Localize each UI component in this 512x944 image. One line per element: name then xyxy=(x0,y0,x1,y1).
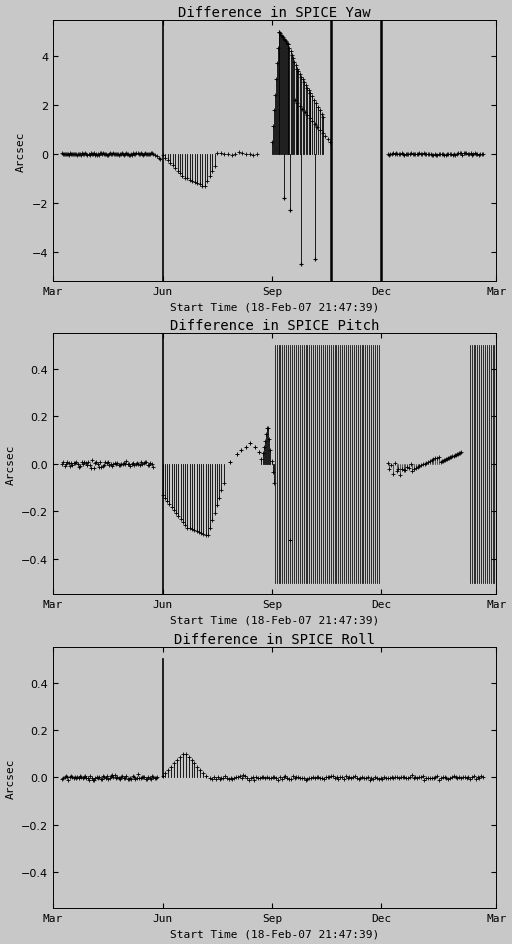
Y-axis label: Arcsec: Arcsec xyxy=(16,131,26,171)
X-axis label: Start Time (18-Feb-07 21:47:39): Start Time (18-Feb-07 21:47:39) xyxy=(170,929,379,938)
Title: Difference in SPICE Pitch: Difference in SPICE Pitch xyxy=(170,319,379,333)
Y-axis label: Arcsec: Arcsec xyxy=(6,445,15,484)
Title: Difference in SPICE Yaw: Difference in SPICE Yaw xyxy=(178,6,371,20)
X-axis label: Start Time (18-Feb-07 21:47:39): Start Time (18-Feb-07 21:47:39) xyxy=(170,615,379,625)
Y-axis label: Arcsec: Arcsec xyxy=(6,757,15,798)
X-axis label: Start Time (18-Feb-07 21:47:39): Start Time (18-Feb-07 21:47:39) xyxy=(170,302,379,312)
Title: Difference in SPICE Roll: Difference in SPICE Roll xyxy=(174,632,375,646)
